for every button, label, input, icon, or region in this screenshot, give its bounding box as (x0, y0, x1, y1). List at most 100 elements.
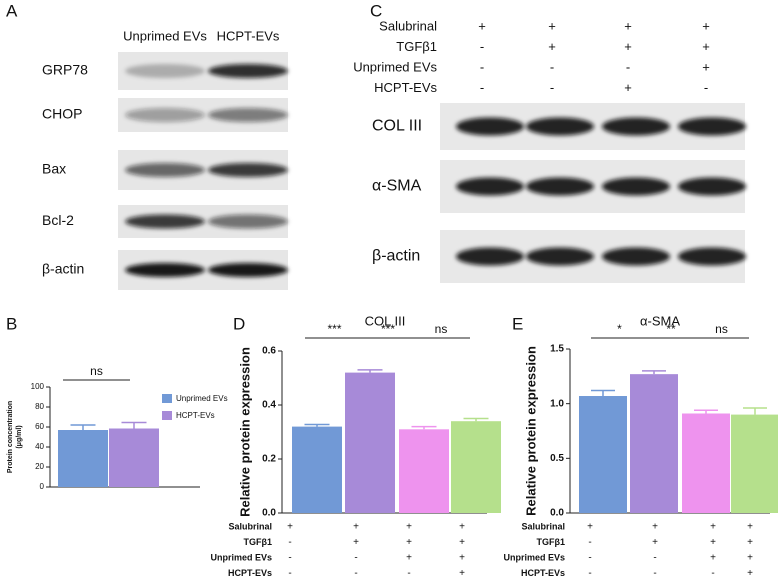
condition-sign: - (653, 553, 656, 564)
chart-title: COL III (365, 313, 406, 328)
blot-band (526, 177, 594, 196)
condition-sign: + (747, 537, 753, 548)
condition-label: TGFβ1 (244, 537, 273, 547)
panel-label: E (512, 314, 523, 333)
y-tick-label: 80 (35, 402, 44, 411)
blot-row-label: COL III (372, 118, 422, 135)
condition-sign: + (353, 522, 359, 533)
y-tick-label: 0 (40, 482, 45, 491)
y-tick-label: 20 (35, 462, 44, 471)
condition-sign: - (354, 568, 357, 579)
blot-band (208, 214, 288, 229)
panel-label: D (233, 314, 245, 333)
bar (630, 374, 678, 513)
bar (292, 426, 342, 513)
blot-band (208, 163, 288, 177)
condition-sign: - (550, 59, 554, 74)
condition-sign: + (624, 18, 632, 33)
blot-band (678, 177, 746, 196)
blot-row-label: α-SMA (372, 178, 422, 195)
blot-row-label: Bax (42, 161, 66, 177)
blot-band (208, 108, 288, 122)
y-tick-label: 1.0 (550, 398, 564, 409)
y-tick-label: 40 (35, 442, 44, 451)
condition-sign: - (653, 568, 656, 579)
error-bar (304, 423, 330, 427)
condition-label: TGFβ1 (396, 39, 437, 54)
condition-sign: - (480, 59, 484, 74)
condition-sign: + (587, 522, 593, 533)
blot-band (208, 263, 288, 277)
significance-label: *** (327, 322, 341, 336)
y-axis-label-line: Protein concentration (7, 401, 14, 473)
panel-label: B (6, 314, 17, 333)
error-bar (591, 389, 615, 397)
blot-row-label: β-actin (42, 261, 84, 277)
significance-label: ns (90, 364, 103, 378)
blot-row-label: Bcl-2 (42, 212, 74, 228)
y-axis-label: Protein concentration (μg/ml) (7, 401, 23, 473)
condition-sign: - (711, 568, 714, 579)
blot-band (526, 117, 594, 136)
error-bar (463, 417, 489, 422)
blot-band (125, 108, 205, 122)
condition-sign: + (702, 59, 710, 74)
condition-sign: - (480, 39, 484, 54)
significance-label: ns (715, 322, 728, 336)
condition-sign: - (407, 568, 410, 579)
blot-band (125, 214, 205, 229)
condition-label: Unprimed EVs (503, 552, 565, 562)
error-bar (70, 424, 96, 430)
condition-sign: + (710, 537, 716, 548)
condition-sign: + (459, 537, 465, 548)
y-tick-label: 0.4 (262, 400, 276, 411)
blot-band (125, 64, 205, 78)
blot-band (602, 247, 670, 266)
condition-sign: - (626, 59, 630, 74)
condition-sign: + (353, 537, 359, 548)
bar (682, 413, 730, 513)
significance-label: ns (435, 322, 448, 336)
y-tick-label: 100 (31, 382, 45, 391)
blot-band (456, 117, 524, 136)
condition-sign: - (480, 80, 484, 95)
blot-band (602, 177, 670, 196)
blot-band (526, 247, 594, 266)
condition-sign: + (459, 522, 465, 533)
significance-label: * (617, 322, 622, 336)
error-bar (743, 407, 767, 415)
condition-sign: + (478, 18, 486, 33)
blot-band (456, 177, 524, 196)
condition-sign: + (624, 39, 632, 54)
condition-sign: + (747, 553, 753, 564)
error-bar (642, 370, 666, 375)
y-tick-label: 0.0 (550, 508, 564, 519)
y-tick-label: 1.5 (550, 344, 564, 355)
legend-label: HCPT-EVs (176, 411, 215, 420)
y-tick-label: 60 (35, 422, 44, 431)
condition-sign: - (288, 537, 291, 548)
blot-band (208, 64, 288, 78)
y-tick-label: 0.6 (262, 346, 276, 357)
condition-sign: + (406, 553, 412, 564)
error-bar (694, 409, 718, 414)
condition-label: HCPT-EVs (374, 80, 437, 95)
blot-band (678, 247, 746, 266)
condition-label: Unprimed EVs (353, 59, 437, 74)
y-tick-label: 0.0 (262, 508, 276, 519)
blot-row-label: GRP78 (42, 62, 88, 78)
y-axis-label: Relative protein expression (237, 347, 252, 517)
condition-sign: + (702, 39, 710, 54)
condition-sign: - (354, 553, 357, 564)
significance-label: ** (666, 322, 676, 336)
error-bar (121, 421, 147, 429)
condition-sign: + (406, 522, 412, 533)
panel-label: C (370, 1, 382, 20)
y-tick-label: 0.2 (262, 454, 276, 465)
condition-sign: + (710, 522, 716, 533)
condition-sign: - (288, 568, 291, 579)
condition-sign: + (702, 18, 710, 33)
condition-sign: + (287, 522, 293, 533)
lane-label: Unprimed EVs (123, 28, 207, 43)
